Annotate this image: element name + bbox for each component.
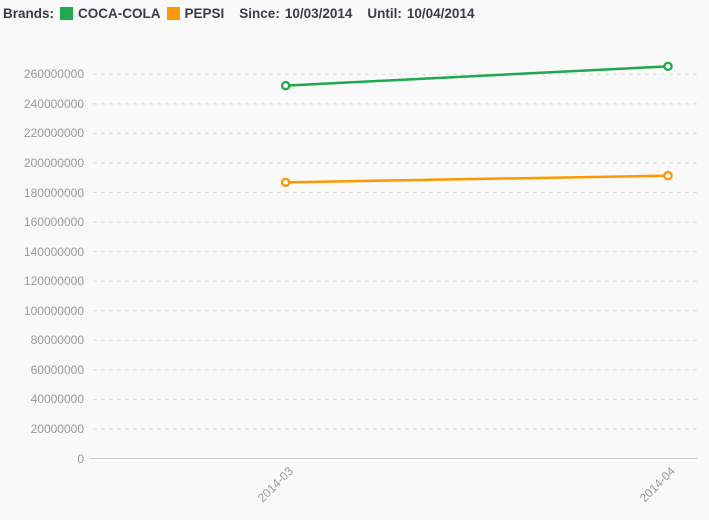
- until-range: Until: 10/04/2014: [367, 6, 474, 21]
- y-tick-label: 80000000: [30, 333, 84, 348]
- y-tick-label: 140000000: [23, 244, 84, 259]
- y-tick-label: 20000000: [30, 421, 84, 436]
- until-value: 10/04/2014: [406, 5, 475, 21]
- data-point-pepsi-2014-03[interactable]: [280, 177, 291, 188]
- data-point-coca-cola-2014-04[interactable]: [663, 61, 673, 72]
- legend-label: PEPSI: [184, 5, 225, 21]
- y-tick-label: 220000000: [23, 126, 84, 141]
- data-point-coca-cola-2014-03[interactable]: [280, 80, 291, 91]
- legend-swatch-pepsi: [166, 6, 180, 20]
- legend: COCA-COLA PEPSI: [54, 6, 224, 21]
- chart-header: Brands: COCA-COLA PEPSI Since: 10/03/2014…: [3, 3, 474, 23]
- legend-item-pepsi[interactable]: PEPSI: [166, 5, 225, 21]
- y-tick-label: 240000000: [23, 96, 84, 111]
- data-point-pepsi-2014-04[interactable]: [663, 170, 673, 181]
- y-tick-label: 260000000: [23, 67, 84, 82]
- y-tick-label: 120000000: [23, 274, 84, 289]
- y-tick-label: 100000000: [23, 303, 84, 318]
- brands-label: Brands:: [3, 5, 55, 21]
- y-tick-label: 40000000: [30, 392, 84, 407]
- legend-label: COCA-COLA: [78, 5, 161, 21]
- y-tick-label: 200000000: [23, 155, 84, 170]
- y-tick-label: 60000000: [30, 362, 84, 377]
- since-range: Since: 10/03/2014: [239, 6, 352, 21]
- y-tick-label: 0: [77, 451, 84, 466]
- since-value: 10/03/2014: [284, 5, 353, 21]
- legend-item-coca-cola[interactable]: COCA-COLA: [60, 6, 161, 21]
- until-label: Until:: [367, 5, 402, 21]
- series-line-coca-cola: [285, 65, 669, 87]
- y-tick-label: 160000000: [23, 215, 84, 230]
- since-label: Since:: [239, 5, 280, 21]
- series-line-pepsi: [285, 174, 669, 184]
- legend-swatch-coca-cola: [60, 6, 74, 20]
- y-tick-label: 180000000: [23, 185, 84, 200]
